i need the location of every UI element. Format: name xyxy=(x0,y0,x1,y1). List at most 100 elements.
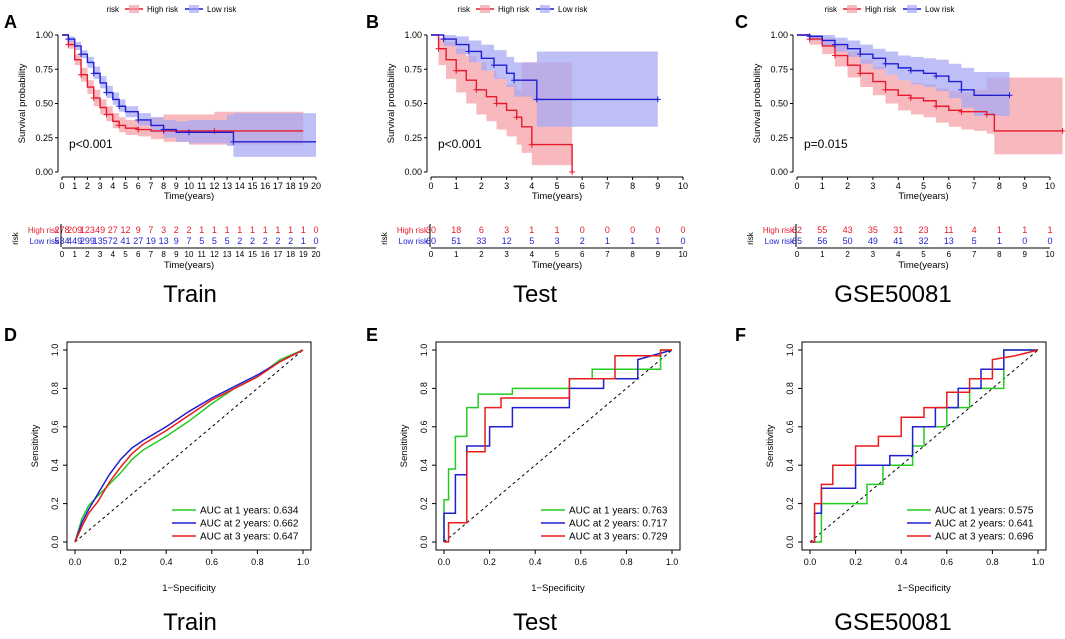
roc-x-tick-label: 0.2 xyxy=(849,557,862,567)
risk-x-tick-label: 3 xyxy=(98,250,103,259)
risk-cell: 18 xyxy=(451,225,461,235)
risk-x-tick-label: 20 xyxy=(312,250,321,259)
risk-x-tick-label: 14 xyxy=(235,250,244,259)
km-censor-mark xyxy=(90,95,97,102)
risk-cell: 1 xyxy=(1022,225,1027,235)
km-censor-mark xyxy=(465,48,472,55)
risk-x-tick-label: 7 xyxy=(149,250,154,259)
risk-x-tick-label: 0 xyxy=(795,250,800,259)
risk-x-tick-label: 4 xyxy=(896,250,901,259)
km-x-tick-label: 20 xyxy=(311,181,321,191)
km-x-tick-label: 1 xyxy=(820,181,825,191)
roc-x-tick-label: 0.4 xyxy=(895,557,908,567)
km-x-tick-label: 2 xyxy=(845,181,850,191)
km-x-tick-label: 15 xyxy=(247,181,257,191)
risk-cell: 19 xyxy=(146,236,156,246)
roc-x-tick-label: 0.8 xyxy=(251,557,264,567)
km-x-tick-label: 9 xyxy=(1022,181,1027,191)
caption-train-bottom: Train xyxy=(163,609,217,634)
km-x-axis-title: Time(years) xyxy=(164,191,214,202)
panel-label-A: A xyxy=(4,12,17,32)
risk-cell: 0 xyxy=(1047,236,1052,246)
risk-cell: 1 xyxy=(301,236,306,246)
risk-cell: 23 xyxy=(918,225,928,235)
risk-x-tick-label: 13 xyxy=(223,250,232,259)
risk-cell: 62 xyxy=(792,225,802,235)
km-x-tick-label: 8 xyxy=(997,181,1002,191)
risk-cell: 1 xyxy=(1047,225,1052,235)
km-y-tick-label: 0.75 xyxy=(404,64,422,74)
roc-x-tick-label: 1.0 xyxy=(1032,557,1045,567)
km-legend-high-fill xyxy=(129,5,139,13)
risk-cell: 1 xyxy=(237,225,242,235)
roc-legend-entry: AUC at 2 years: 0.717 xyxy=(569,519,668,530)
risk-x-tick-label: 7 xyxy=(972,250,977,259)
km-y-tick-label: 0.50 xyxy=(35,99,53,109)
roc-x-axis-title: 1−Specificity xyxy=(897,583,951,594)
km-legend-low-fill xyxy=(189,5,199,13)
risk-cell: 3 xyxy=(554,236,559,246)
km-p-value: p<0.001 xyxy=(69,137,113,151)
risk-x-tick-label: 15 xyxy=(248,250,257,259)
risk-x-tick-label: 8 xyxy=(161,250,166,259)
risk-cell: 1 xyxy=(605,236,610,246)
km-censor-mark xyxy=(857,70,864,77)
km-censor-mark xyxy=(831,52,838,59)
risk-cell: 51 xyxy=(451,236,461,246)
risk-x-tick-label: 5 xyxy=(123,250,128,259)
risk-cell: 5 xyxy=(212,236,217,246)
km-legend-title: risk xyxy=(107,5,120,14)
risk-cell: 1 xyxy=(263,225,268,235)
km-censor-mark xyxy=(907,67,914,74)
risk-cell: 1 xyxy=(529,225,534,235)
risk-cell: 0 xyxy=(680,236,685,246)
km-censor-mark xyxy=(493,100,500,107)
km-y-tick-label: 1.00 xyxy=(35,30,53,40)
risk-cell: 27 xyxy=(133,236,143,246)
km-censor-mark xyxy=(440,36,447,43)
risk-cell: 2 xyxy=(250,236,255,246)
roc-panel-F: F 0.0 0.2 0.4 0.6 0.8 1.0 0.0 0.2 0.4 0.6 0.8 1.0 1−S… xyxy=(735,325,1047,594)
km-censor-mark xyxy=(65,41,72,48)
km-censor-mark xyxy=(528,141,535,148)
risk-cell: 49 xyxy=(868,236,878,246)
km-x-tick-label: 2 xyxy=(85,181,90,191)
km-x-tick-label: 14 xyxy=(235,181,245,191)
km-legend-title: risk xyxy=(458,5,471,14)
km-x-tick-label: 17 xyxy=(273,181,283,191)
caption-geo-top: GSE50081 xyxy=(834,281,951,308)
risk-cell: 0 xyxy=(313,236,318,246)
km-x-tick-label: 1 xyxy=(454,181,459,191)
risk-cell: 55 xyxy=(817,225,827,235)
km-legend-low: Low risk xyxy=(558,5,588,14)
roc-y-axis-title: Sensitivity xyxy=(399,424,410,467)
risk-x-tick-label: 8 xyxy=(630,250,635,259)
km-censor-mark xyxy=(90,70,97,77)
km-x-tick-label: 7 xyxy=(972,181,977,191)
km-x-tick-label: 4 xyxy=(110,181,115,191)
risk-x-axis-title: Time(years) xyxy=(898,260,948,271)
risk-cell: 1 xyxy=(288,225,293,235)
km-y-axis-title: Survival probability xyxy=(386,63,397,143)
risk-x-tick-label: 3 xyxy=(871,250,876,259)
km-ci-band-low xyxy=(797,35,1010,116)
km-x-tick-label: 1 xyxy=(72,181,77,191)
km-censor-mark xyxy=(230,138,237,145)
risk-table-title: risk xyxy=(380,231,389,244)
km-y-tick-label: 1.00 xyxy=(404,30,422,40)
roc-y-tick-label: 0.6 xyxy=(50,421,60,434)
km-censor-mark xyxy=(160,126,167,133)
risk-cell: 4 xyxy=(972,225,977,235)
roc-legend-entry: AUC at 1 years: 0.634 xyxy=(200,506,299,517)
risk-x-tick-label: 6 xyxy=(947,250,952,259)
roc-x-axis-title: 1−Specificity xyxy=(531,583,585,594)
roc-x-tick-label: 0.4 xyxy=(160,557,173,567)
risk-cell: 49 xyxy=(95,225,105,235)
roc-y-tick-label: 1.0 xyxy=(785,344,795,357)
risk-cell: 41 xyxy=(120,236,130,246)
risk-x-tick-label: 0 xyxy=(60,250,65,259)
risk-row-label-high: High risk xyxy=(763,226,795,235)
km-x-tick-label: 9 xyxy=(174,181,179,191)
